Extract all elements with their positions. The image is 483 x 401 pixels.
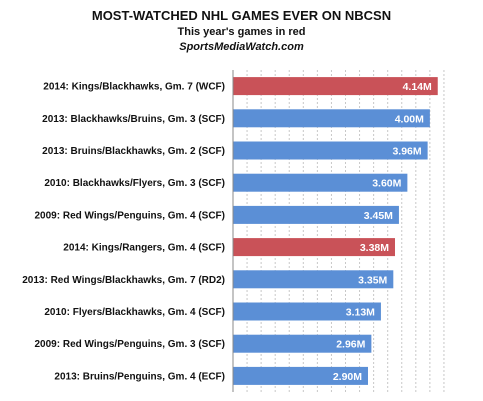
category-label: 2013: Blackhawks/Bruins, Gm. 3 (SCF) [42, 114, 225, 125]
bar [233, 302, 381, 321]
data-label: 2.90M [333, 371, 362, 383]
bar [233, 334, 372, 353]
category-label: 2013: Bruins/Blackhawks, Gm. 2 (SCF) [42, 146, 225, 157]
category-label: 2013: Bruins/Penguins, Gm. 4 (ECF) [54, 371, 225, 382]
category-label: 2009: Red Wings/Penguins, Gm. 3 (SCF) [35, 339, 226, 350]
category-label: 2014: Kings/Rangers, Gm. 4 (SCF) [63, 243, 225, 254]
data-label: 3.38M [360, 242, 389, 254]
data-label: 3.96M [392, 146, 421, 158]
data-label: 3.13M [346, 307, 375, 319]
bar [233, 141, 428, 160]
category-label: 2013: Red Wings/Blackhawks, Gm. 7 (RD2) [22, 275, 225, 286]
bar [233, 238, 395, 257]
data-label: 4.14M [403, 81, 432, 93]
data-label: 3.35M [358, 274, 387, 286]
bar [233, 270, 394, 289]
category-label: 2010: Flyers/Blackhawks, Gm. 4 (SCF) [44, 307, 225, 318]
data-label: 2.96M [336, 339, 365, 351]
data-label: 4.00M [395, 113, 424, 125]
chart-title: MOST-WATCHED NHL GAMES EVER ON NBCSN [91, 8, 392, 23]
category-label: 2010: Blackhawks/Flyers, Gm. 3 (SCF) [44, 178, 225, 189]
category-label: 2014: Kings/Blackhawks, Gm. 7 (WCF) [43, 82, 225, 93]
chart-source: SportsMediaWatch.com [179, 41, 304, 53]
data-label: 3.45M [364, 210, 393, 222]
bar [233, 205, 399, 224]
data-label: 3.60M [372, 178, 401, 190]
bar [233, 77, 438, 96]
bar [233, 109, 430, 128]
bar [233, 173, 408, 192]
category-label: 2009: Red Wings/Penguins, Gm. 4 (SCF) [35, 210, 226, 221]
bar [233, 366, 368, 385]
chart-subtitle: This year's games in red [177, 26, 306, 38]
